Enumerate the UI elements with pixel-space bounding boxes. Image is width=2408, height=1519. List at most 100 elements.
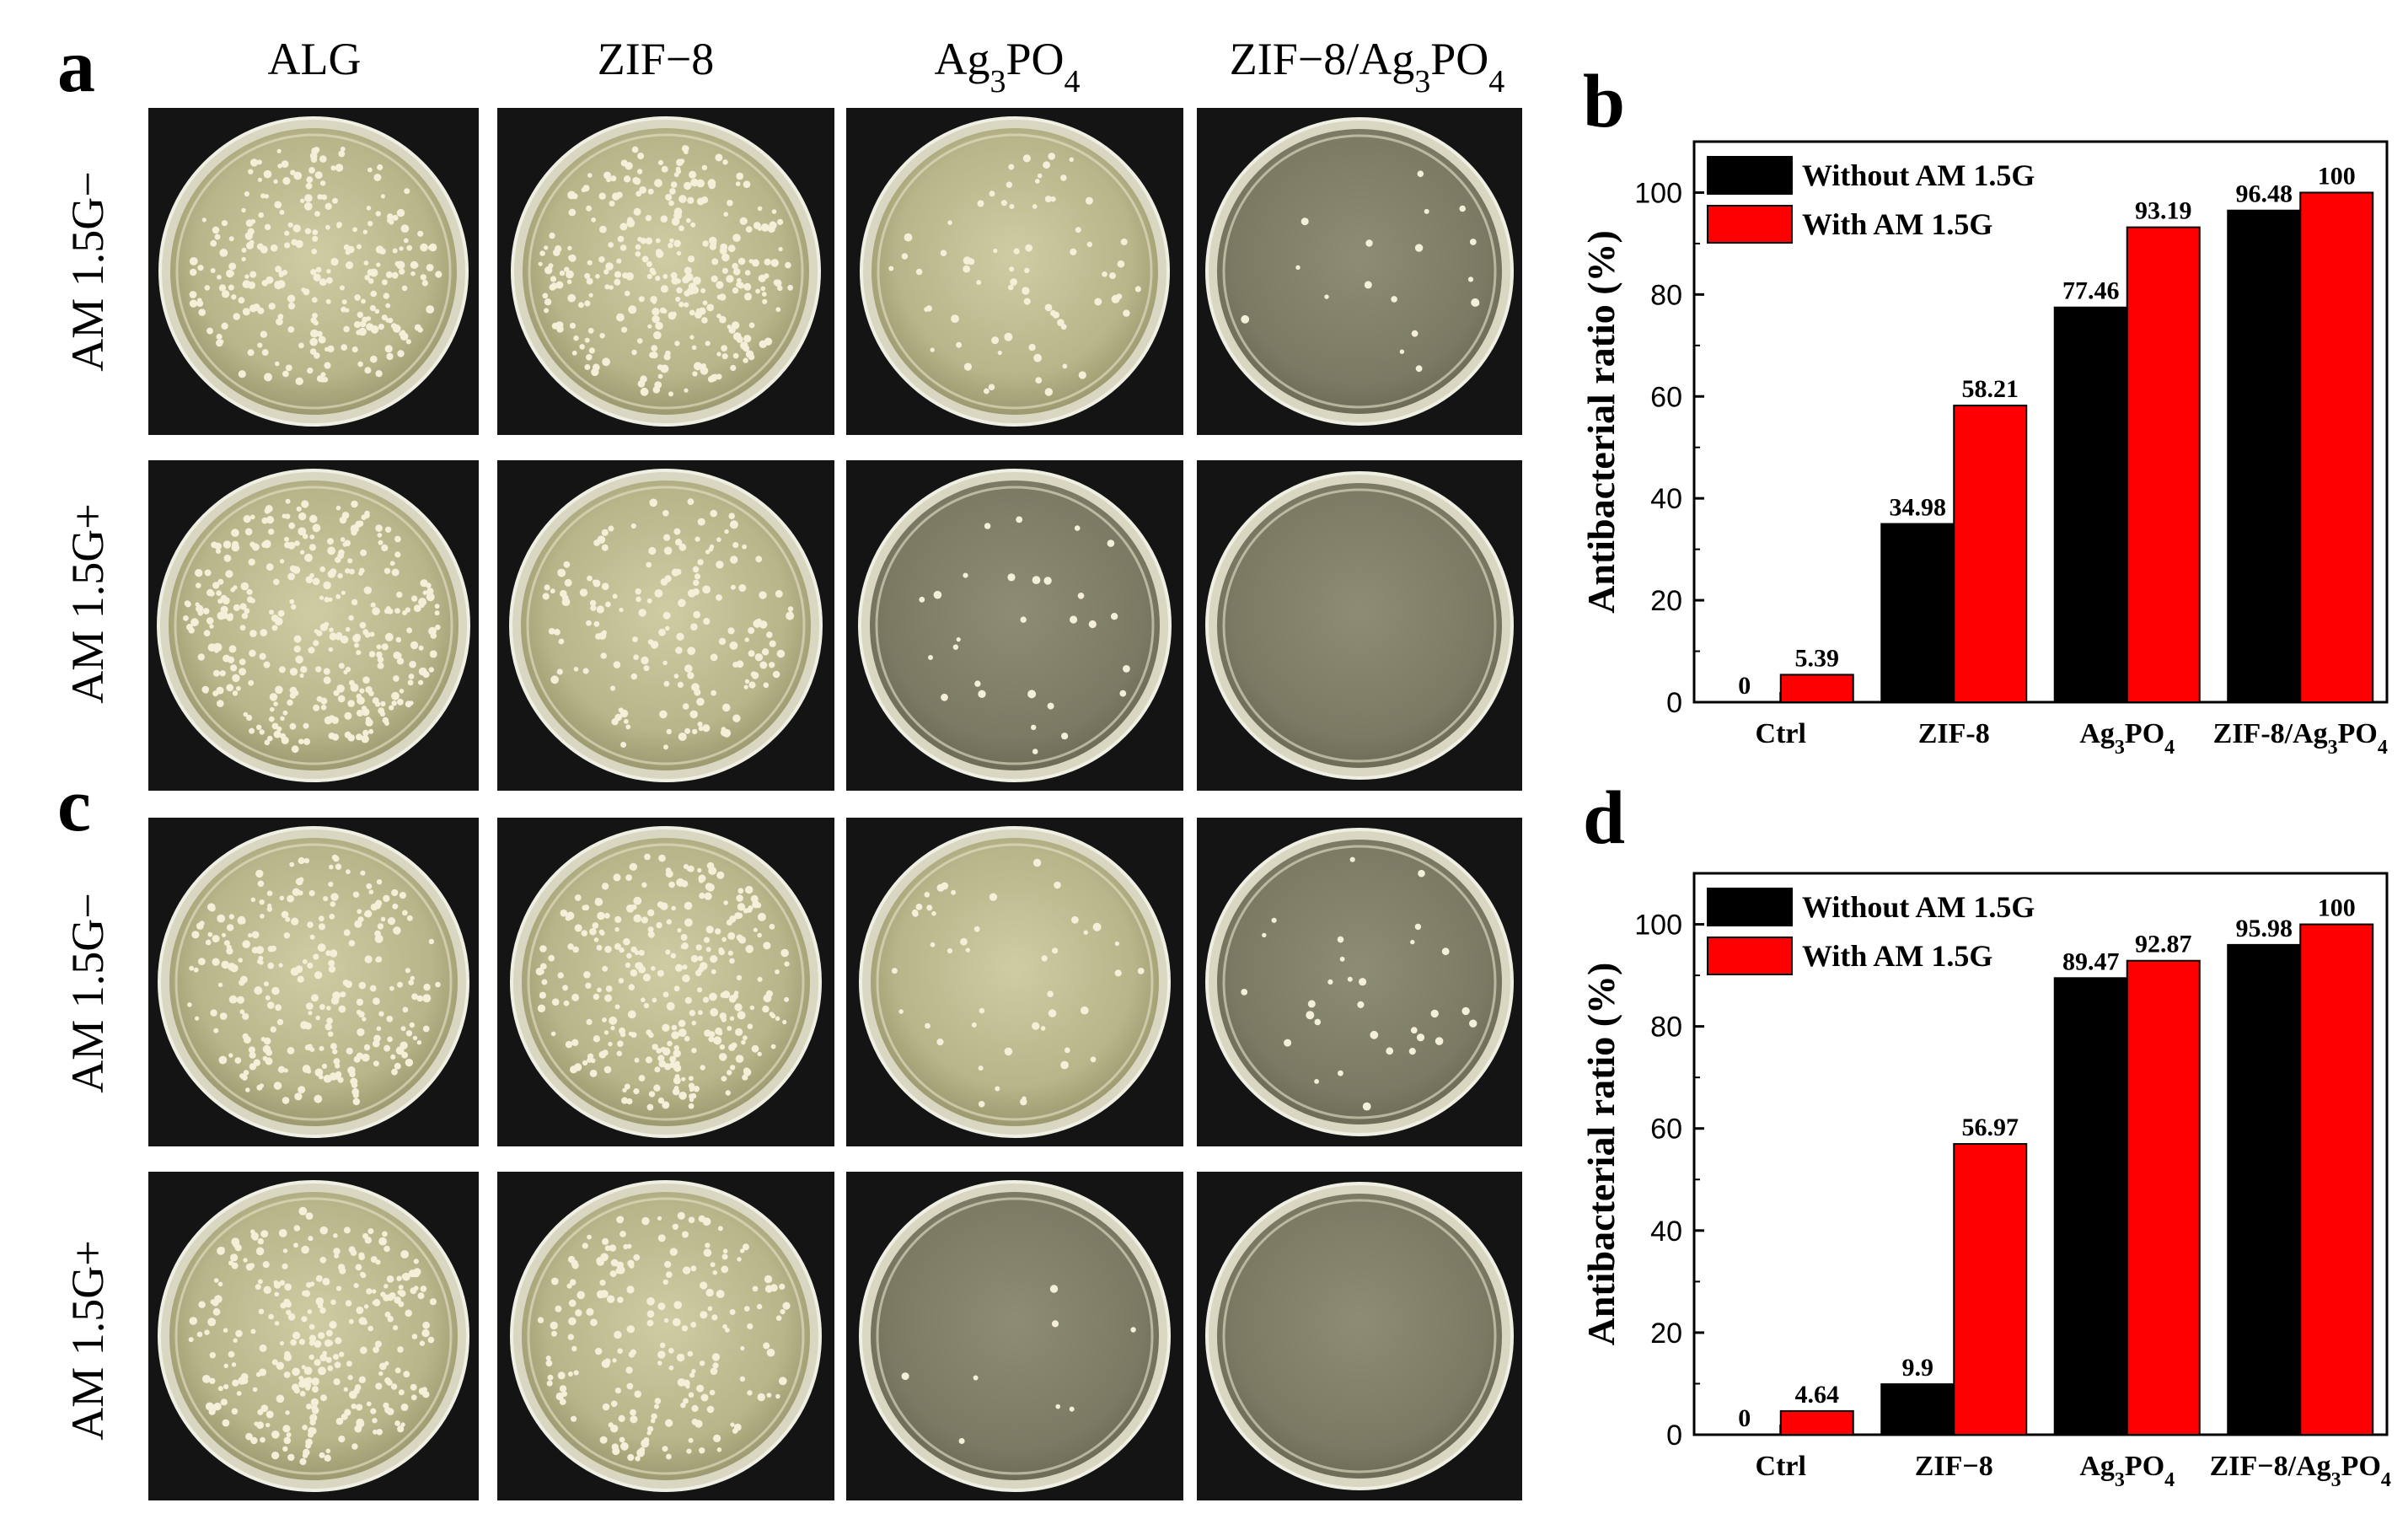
colony-dot <box>636 338 643 344</box>
colony-dot <box>743 282 752 291</box>
colony-dot <box>552 282 558 289</box>
colony-dot <box>228 613 233 619</box>
colony-dot <box>978 1101 985 1108</box>
colony-dot <box>292 669 298 674</box>
colony-dot <box>599 225 607 233</box>
colony-dot <box>338 1005 346 1013</box>
colony-dot <box>687 647 696 656</box>
colony-dot <box>323 676 331 684</box>
colony-dot <box>217 700 224 707</box>
colony-dot <box>690 178 699 187</box>
colony-dot <box>277 609 285 617</box>
colony-dot <box>711 690 716 696</box>
colony-dot <box>206 327 213 335</box>
colony-dot <box>772 670 780 679</box>
colony-dot <box>377 533 383 538</box>
colony-dot <box>769 662 775 668</box>
colony-dot <box>271 1430 280 1439</box>
colony-dot <box>764 1275 773 1284</box>
colony-dot <box>383 293 389 299</box>
colony-dot <box>340 635 349 644</box>
colony-dot <box>675 647 683 654</box>
colony-dot <box>1114 969 1122 977</box>
colony-dot <box>228 1053 233 1058</box>
colony-dot <box>212 935 220 943</box>
colony-dot <box>367 1228 374 1234</box>
colony-dot <box>665 350 671 357</box>
colony-dot <box>380 916 386 922</box>
colony-dot <box>319 180 326 186</box>
colony-dot <box>947 947 953 954</box>
colony-dot <box>316 630 323 636</box>
colony-dot <box>745 885 754 894</box>
colony-dot <box>658 1060 667 1068</box>
colony-dot <box>1408 1048 1416 1055</box>
colony-dot <box>422 994 432 1003</box>
colony-dot <box>1032 576 1041 584</box>
colony-dot <box>1410 939 1415 945</box>
colony-dot <box>586 205 593 212</box>
colony-dot <box>308 514 318 523</box>
colony-dot <box>331 854 338 861</box>
colony-dot <box>380 194 385 199</box>
colony-dot <box>646 1029 652 1036</box>
colony-dot <box>671 1031 679 1039</box>
colony-dot <box>410 1383 417 1391</box>
colony-dot <box>261 349 269 357</box>
colony-dot <box>952 644 959 650</box>
colony-dot <box>722 159 728 165</box>
colony-dot <box>319 1452 325 1458</box>
colony-dot <box>363 1304 369 1309</box>
colony-dot <box>637 153 645 159</box>
colony-dot <box>728 326 736 334</box>
bar <box>1953 405 2028 703</box>
colony-dot <box>619 607 624 613</box>
colony-dot <box>699 962 708 970</box>
colony-dot <box>336 684 345 693</box>
colony-dot <box>579 588 588 597</box>
colony-dot <box>721 353 728 360</box>
colony-dot <box>242 1033 249 1040</box>
colony-dot <box>298 527 307 536</box>
colony-dot <box>538 261 543 266</box>
colony-dot <box>310 317 317 324</box>
colony-dot <box>732 714 741 722</box>
colony-dot <box>976 280 982 285</box>
colony-dot <box>583 971 591 979</box>
colony-dot <box>663 744 668 750</box>
colony-dot <box>375 524 383 532</box>
colony-dot <box>213 1278 219 1283</box>
colony-dot <box>315 1275 323 1282</box>
colony-dot <box>710 1367 718 1375</box>
petri-dish-photo <box>497 460 834 791</box>
petri-dish-photo <box>846 1172 1183 1500</box>
colony-dot <box>189 257 198 266</box>
colony-dot <box>334 1253 340 1259</box>
colony-dot <box>366 1288 373 1295</box>
legend-swatch <box>1707 205 1793 244</box>
colony-dot <box>220 1247 225 1252</box>
petri-dish-photo <box>846 108 1183 435</box>
colony-dot <box>195 569 203 577</box>
colony-dot <box>590 604 597 611</box>
colony-dot <box>706 1405 715 1414</box>
colony-dot <box>609 285 614 290</box>
colony-dot <box>1049 1285 1059 1293</box>
colony-dot <box>713 1434 721 1442</box>
colony-dot <box>640 238 647 244</box>
dish-inner-ring <box>1222 1199 1497 1473</box>
colony-dot <box>434 604 440 609</box>
x-tick-label: ZIF-8/Ag3PO4 <box>2213 718 2388 759</box>
colony-dot <box>390 1054 396 1060</box>
colony-dot <box>736 660 744 668</box>
colony-dot <box>753 222 761 229</box>
colony-dot <box>655 249 662 255</box>
colony-dot <box>293 635 302 643</box>
colony-dot <box>614 278 621 286</box>
colony-dot <box>630 946 637 953</box>
colony-dot <box>653 1084 661 1092</box>
colony-dot <box>730 584 736 590</box>
colony-dot <box>266 906 273 912</box>
colony-dot <box>241 247 247 253</box>
colony-dot <box>617 1040 624 1047</box>
